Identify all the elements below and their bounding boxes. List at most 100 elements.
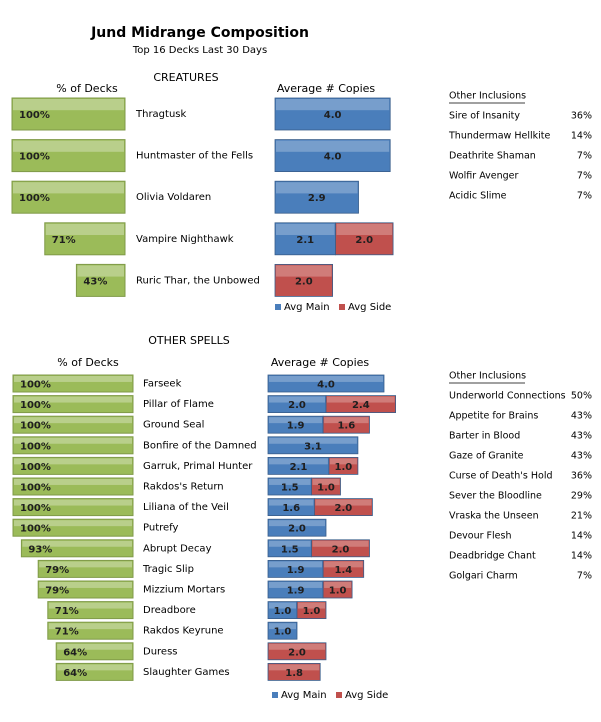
bar-shine [269,458,328,465]
bar-shine [269,520,325,527]
value-label: 2.4 [352,400,370,411]
bar-shine [269,396,325,403]
bar [12,456,134,475]
value-label: 2.0 [332,544,350,555]
value-label: 100% [19,152,50,163]
category-label: Pillar of Flame [143,399,214,410]
bar-shine [276,182,358,194]
bar-shine [57,664,133,671]
inclusion-percent: 36% [571,471,592,482]
section-title: OTHER SPELLS [148,334,230,347]
value-label: 2.0 [288,647,306,658]
bar-shine [14,396,132,403]
bar-shine [269,376,383,382]
legend-label: Avg Side [345,690,388,701]
category-label: Rakdos Keyrune [143,626,224,637]
inclusion-name: Sever the Bloodline [449,491,542,502]
bar-shine [269,664,320,671]
category-label: Abrupt Decay [143,543,212,554]
inclusions-heading: Other Inclusions [449,91,526,102]
bar-shine [14,520,132,527]
inclusion-name: Underworld Connections [449,391,566,402]
bar-segment [274,263,333,297]
value-label: 1.9 [287,421,305,432]
bar-shine [14,417,132,424]
category-label: Vampire Nighthawk [136,234,234,245]
bar [12,498,134,517]
value-label: 71% [55,627,79,638]
bar-shine [14,458,132,465]
bar-shine [327,396,395,403]
value-label: 100% [20,503,51,514]
bar-shine [22,540,132,547]
legend-swatch [336,692,342,698]
value-label: 1.8 [285,668,303,679]
bar-shine [14,437,132,444]
inclusion-name: Thundermaw Hellkite [448,131,550,142]
value-label: 100% [20,441,51,452]
value-label: 100% [19,110,50,121]
bar-segment [267,436,359,455]
bar-shine [324,582,352,588]
category-label: Rakdos's Return [143,482,224,493]
bar-shine [269,479,311,485]
bar [12,436,134,455]
bar-segment [296,601,327,619]
inclusion-percent: 7% [577,171,592,182]
bar-segment [335,222,394,256]
inclusion-percent: 43% [571,411,592,422]
inclusion-name: Gaze of Granite [449,451,524,462]
bar-shine [336,223,393,235]
value-label: 2.0 [288,524,306,535]
chart-title: % of Decks [57,356,119,369]
bar-segment [267,642,327,661]
bar-shine [48,623,132,630]
inclusion-percent: 14% [571,131,592,142]
bar-segment [322,580,353,599]
bar-segment [313,498,373,517]
bar-shine [14,499,132,506]
bar-shine [269,561,323,568]
inclusion-percent: 50% [571,391,592,402]
category-label: Farseek [143,379,182,390]
inclusion-percent: 7% [577,151,592,162]
value-label: 100% [20,400,51,411]
bar-shine [269,643,325,650]
bar [12,374,134,393]
inclusion-percent: 43% [571,451,592,462]
legend-swatch [275,304,281,310]
bar-segment [267,621,298,640]
bar-shine [269,540,311,547]
bar-segment [274,139,391,173]
bar-shine [324,561,363,568]
bar-shine [276,99,390,111]
category-label: Duress [143,646,178,657]
value-label: 64% [63,668,87,679]
chart-title: Average # Copies [271,356,370,369]
value-label: 1.9 [287,565,305,576]
category-label: Olivia Voldaren [136,192,211,203]
inclusion-name: Acidic Slime [449,191,507,202]
value-label: 3.1 [304,441,322,452]
chart-title: Average # Copies [277,82,376,95]
value-label: 1.4 [335,565,353,576]
bar [12,415,134,434]
inclusion-name: Wolfir Avenger [449,171,519,182]
value-label: 1.0 [303,606,321,617]
category-label: Tragic Slip [142,564,194,575]
value-label: 1.6 [282,503,300,514]
section-title: CREATURES [153,71,218,84]
bar-shine [276,265,332,277]
bar-shine [315,499,372,506]
category-label: Slaughter Games [143,667,230,678]
inclusion-percent: 21% [571,511,592,522]
bar-segment [267,518,327,537]
bar [11,180,126,214]
inclusion-name: Deathrite Shaman [449,151,536,162]
category-label: Ground Seal [143,420,204,431]
category-label: Garruk, Primal Hunter [143,461,253,472]
value-label: 100% [20,483,51,494]
bar-shine [276,140,390,152]
bar-shine [39,561,133,568]
bar-shine [14,479,132,485]
